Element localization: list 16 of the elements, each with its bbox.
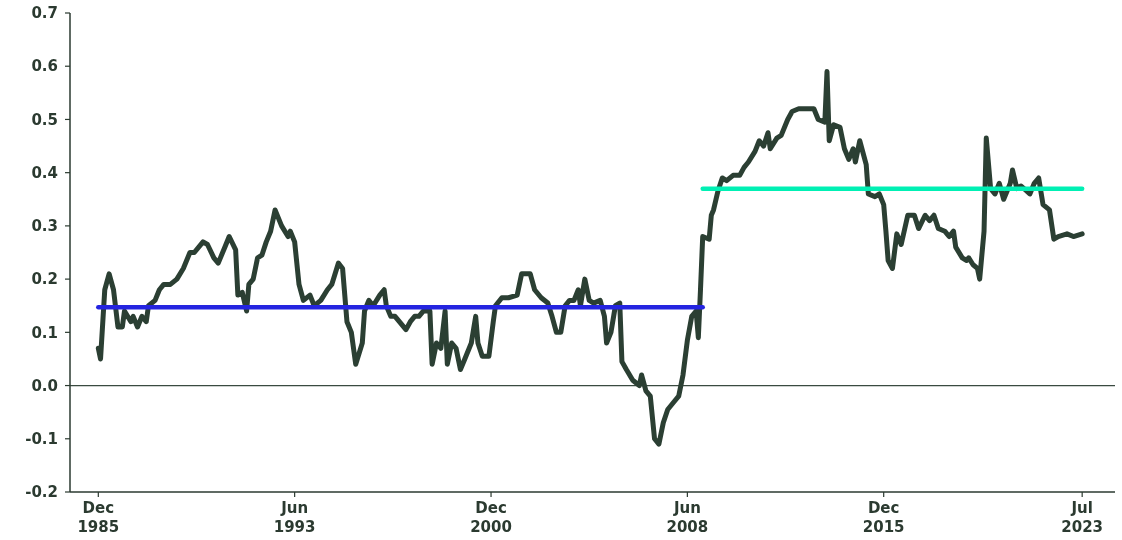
y-tick-label: 0.6 (31, 57, 58, 76)
y-tick-label: 0.5 (31, 110, 58, 129)
x-tick-label: Jun 2008 (666, 499, 709, 536)
y-tick-label: 0.1 (31, 323, 58, 342)
y-tick-label: 0.7 (31, 4, 58, 23)
x-tick-label: Dec 2000 (470, 499, 512, 536)
y-tick-label: -0.2 (25, 483, 58, 502)
x-tick-label: Jul 2023 (1061, 499, 1104, 536)
y-tick-label: 0.0 (31, 376, 58, 395)
y-tick-label: -0.1 (25, 430, 58, 449)
y-tick-label: 0.4 (31, 163, 58, 182)
x-tick-label: Dec 1985 (77, 499, 120, 536)
y-tick-label: 0.2 (31, 270, 58, 289)
x-tick-label: Dec 2015 (862, 499, 905, 536)
x-tick-label: Jun 1993 (273, 499, 316, 536)
y-tick-label: 0.3 (31, 217, 58, 236)
